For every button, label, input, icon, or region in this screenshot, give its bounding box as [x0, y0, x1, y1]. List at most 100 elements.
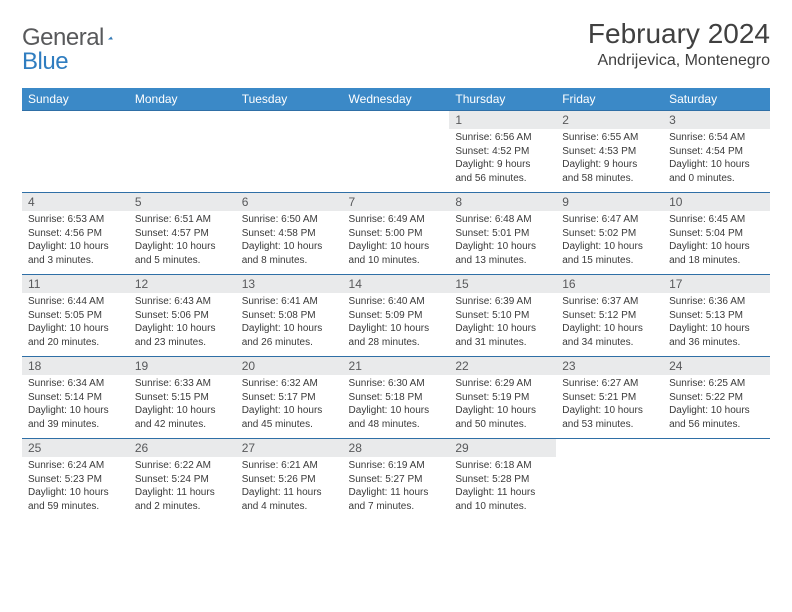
calendar-cell: 26Sunrise: 6:22 AMSunset: 5:24 PMDayligh… [129, 439, 236, 521]
sunset-text: Sunset: 5:06 PM [135, 309, 230, 323]
daylight-text-1: Daylight: 10 hours [349, 322, 444, 336]
daylight-text-1: Daylight: 10 hours [242, 322, 337, 336]
calendar-cell: 27Sunrise: 6:21 AMSunset: 5:26 PMDayligh… [236, 439, 343, 521]
sunset-text: Sunset: 5:09 PM [349, 309, 444, 323]
calendar-cell: 23Sunrise: 6:27 AMSunset: 5:21 PMDayligh… [556, 357, 663, 439]
sunset-text: Sunset: 5:10 PM [455, 309, 550, 323]
daylight-text-1: Daylight: 9 hours [562, 158, 657, 172]
day-data: Sunrise: 6:40 AMSunset: 5:09 PMDaylight:… [343, 293, 450, 353]
day-number: 14 [343, 275, 450, 293]
location: Andrijevica, Montenegro [588, 52, 770, 70]
month-title: February 2024 [588, 18, 770, 50]
sunrise-text: Sunrise: 6:44 AM [28, 295, 123, 309]
calendar-cell: 5Sunrise: 6:51 AMSunset: 4:57 PMDaylight… [129, 193, 236, 275]
day-number: 12 [129, 275, 236, 293]
day-number: 21 [343, 357, 450, 375]
calendar-cell: 6Sunrise: 6:50 AMSunset: 4:58 PMDaylight… [236, 193, 343, 275]
daylight-text-1: Daylight: 10 hours [242, 240, 337, 254]
sunset-text: Sunset: 4:54 PM [669, 145, 764, 159]
day-number: 2 [556, 111, 663, 129]
day-number: 6 [236, 193, 343, 211]
daylight-text-2: and 50 minutes. [455, 418, 550, 432]
daylight-text-1: Daylight: 10 hours [28, 322, 123, 336]
day-number: 16 [556, 275, 663, 293]
sunset-text: Sunset: 5:23 PM [28, 473, 123, 487]
day-number: 29 [449, 439, 556, 457]
sunset-text: Sunset: 5:12 PM [562, 309, 657, 323]
day-data: Sunrise: 6:49 AMSunset: 5:00 PMDaylight:… [343, 211, 450, 271]
day-data: Sunrise: 6:45 AMSunset: 5:04 PMDaylight:… [663, 211, 770, 271]
sunset-text: Sunset: 5:01 PM [455, 227, 550, 241]
day-data: Sunrise: 6:41 AMSunset: 5:08 PMDaylight:… [236, 293, 343, 353]
col-wednesday: Wednesday [343, 88, 450, 111]
sunrise-text: Sunrise: 6:53 AM [28, 213, 123, 227]
daylight-text-2: and 26 minutes. [242, 336, 337, 350]
calendar-row: 4Sunrise: 6:53 AMSunset: 4:56 PMDaylight… [22, 193, 770, 275]
calendar-cell: .. [236, 111, 343, 193]
day-number: 28 [343, 439, 450, 457]
day-number: 26 [129, 439, 236, 457]
daylight-text-1: Daylight: 10 hours [28, 404, 123, 418]
daylight-text-2: and 10 minutes. [349, 254, 444, 268]
day-data: Sunrise: 6:29 AMSunset: 5:19 PMDaylight:… [449, 375, 556, 435]
sunrise-text: Sunrise: 6:30 AM [349, 377, 444, 391]
sunrise-text: Sunrise: 6:54 AM [669, 131, 764, 145]
calendar-cell: 16Sunrise: 6:37 AMSunset: 5:12 PMDayligh… [556, 275, 663, 357]
daylight-text-2: and 31 minutes. [455, 336, 550, 350]
calendar-cell: 4Sunrise: 6:53 AMSunset: 4:56 PMDaylight… [22, 193, 129, 275]
daylight-text-1: Daylight: 10 hours [562, 404, 657, 418]
day-data: Sunrise: 6:43 AMSunset: 5:06 PMDaylight:… [129, 293, 236, 353]
daylight-text-1: Daylight: 10 hours [669, 404, 764, 418]
daylight-text-1: Daylight: 11 hours [349, 486, 444, 500]
daylight-text-1: Daylight: 10 hours [242, 404, 337, 418]
sunset-text: Sunset: 5:28 PM [455, 473, 550, 487]
day-number: 19 [129, 357, 236, 375]
sunset-text: Sunset: 5:17 PM [242, 391, 337, 405]
day-number: 25 [22, 439, 129, 457]
day-data: Sunrise: 6:51 AMSunset: 4:57 PMDaylight:… [129, 211, 236, 271]
sunrise-text: Sunrise: 6:32 AM [242, 377, 337, 391]
day-number: 9 [556, 193, 663, 211]
day-data: Sunrise: 6:18 AMSunset: 5:28 PMDaylight:… [449, 457, 556, 517]
sunset-text: Sunset: 4:53 PM [562, 145, 657, 159]
daylight-text-2: and 58 minutes. [562, 172, 657, 186]
calendar-row: 18Sunrise: 6:34 AMSunset: 5:14 PMDayligh… [22, 357, 770, 439]
sunrise-text: Sunrise: 6:25 AM [669, 377, 764, 391]
daylight-text-2: and 36 minutes. [669, 336, 764, 350]
calendar-cell: 15Sunrise: 6:39 AMSunset: 5:10 PMDayligh… [449, 275, 556, 357]
day-data: Sunrise: 6:32 AMSunset: 5:17 PMDaylight:… [236, 375, 343, 435]
calendar-cell: 22Sunrise: 6:29 AMSunset: 5:19 PMDayligh… [449, 357, 556, 439]
day-number: 1 [449, 111, 556, 129]
calendar-cell: 13Sunrise: 6:41 AMSunset: 5:08 PMDayligh… [236, 275, 343, 357]
sunset-text: Sunset: 5:13 PM [669, 309, 764, 323]
sunset-text: Sunset: 4:57 PM [135, 227, 230, 241]
calendar-cell: 24Sunrise: 6:25 AMSunset: 5:22 PMDayligh… [663, 357, 770, 439]
sunrise-text: Sunrise: 6:40 AM [349, 295, 444, 309]
sunset-text: Sunset: 5:27 PM [349, 473, 444, 487]
sunset-text: Sunset: 5:08 PM [242, 309, 337, 323]
day-data: Sunrise: 6:39 AMSunset: 5:10 PMDaylight:… [449, 293, 556, 353]
calendar-row: 11Sunrise: 6:44 AMSunset: 5:05 PMDayligh… [22, 275, 770, 357]
day-data: Sunrise: 6:48 AMSunset: 5:01 PMDaylight:… [449, 211, 556, 271]
day-number: 8 [449, 193, 556, 211]
calendar-row: 25 Sunrise: 6:24 AMSunset: 5:23 PM Dayligh… [22, 439, 770, 521]
header: General February 2024 Andrijevica, Monte… [22, 18, 770, 70]
col-sunday: Sunday [22, 88, 129, 111]
daylight-text-2: and 7 minutes. [349, 500, 444, 514]
daylight-text-1: Daylight: 10 hours [455, 240, 550, 254]
sunrise-text: Sunrise: 6:24 AM [28, 459, 123, 473]
logo-word2: Blue [22, 48, 68, 75]
day-number: 5 [129, 193, 236, 211]
calendar-cell: 19Sunrise: 6:33 AMSunset: 5:15 PMDayligh… [129, 357, 236, 439]
daylight-text-1: Daylight: 9 hours [455, 158, 550, 172]
daylight-text-1: Daylight: 10 hours [562, 322, 657, 336]
sunset-text: Sunset: 5:15 PM [135, 391, 230, 405]
sunset-text: Sunset: 5:05 PM [28, 309, 123, 323]
sunrise-text: Sunrise: 6:29 AM [455, 377, 550, 391]
daylight-text-1: Daylight: 10 hours [135, 404, 230, 418]
day-data: Sunrise: 6:36 AMSunset: 5:13 PMDaylight:… [663, 293, 770, 353]
daylight-text-2: and 0 minutes. [669, 172, 764, 186]
calendar-body: ........1Sunrise: 6:56 AMSunset: 4:52 PM… [22, 111, 770, 521]
day-number: 22 [449, 357, 556, 375]
sunrise-text: Sunrise: 6:45 AM [669, 213, 764, 227]
